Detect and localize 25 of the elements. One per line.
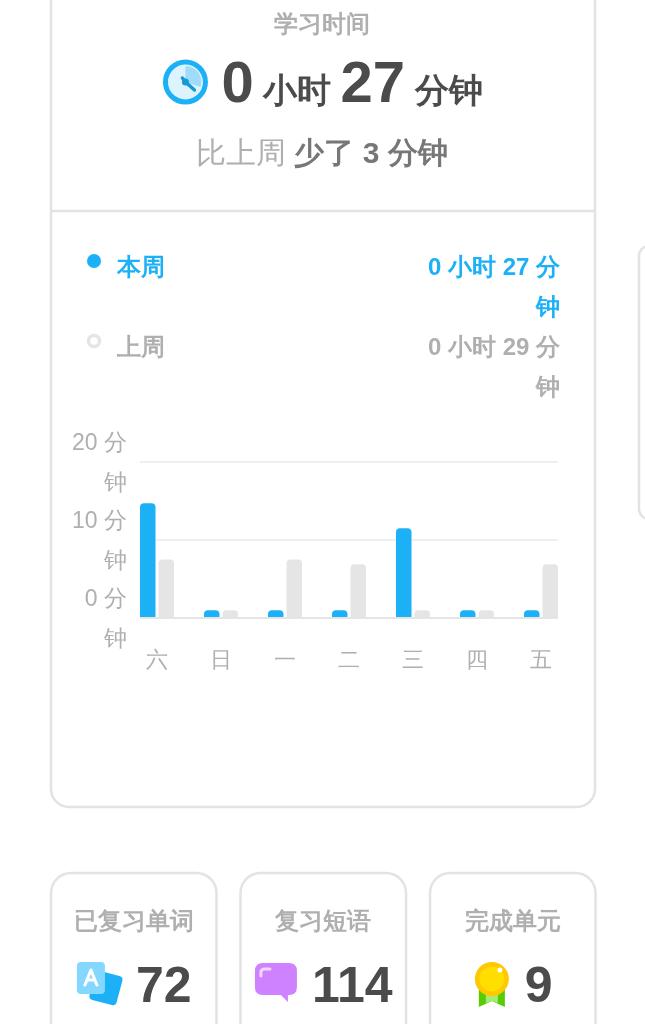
y-tick-label: 0 分钟	[84, 585, 127, 651]
text: 比上周 少了 3 分钟	[196, 136, 448, 169]
x-tick-label: 三	[402, 647, 424, 672]
x-tick-label: 五	[530, 647, 552, 672]
x-tick-label: 六	[146, 647, 168, 672]
x-tick-label: 一	[274, 647, 296, 672]
text: 学习时间	[274, 10, 370, 37]
text: 0 小时 29 分钟	[427, 333, 561, 400]
text: 72	[135, 957, 192, 1013]
text: 复习短语	[274, 907, 372, 934]
bar	[396, 528, 412, 618]
x-tick-label: 四	[466, 647, 488, 672]
legend-label: 本周	[116, 253, 165, 280]
text: 114	[311, 957, 393, 1013]
bar	[140, 503, 156, 618]
y-tick-label: 10 分钟	[72, 507, 127, 573]
text: 完成单元	[464, 907, 561, 934]
y-tick-label: 20 分钟	[72, 429, 127, 495]
legend-label: 上周	[116, 333, 165, 360]
text: 0 小时 27 分钟	[221, 49, 483, 114]
x-tick-label: 日	[210, 647, 232, 672]
x-tick-label: 二	[338, 647, 360, 672]
text: 已复习单词	[73, 907, 194, 934]
text: 0 小时 27 分钟	[427, 253, 561, 320]
text: 9	[524, 957, 553, 1013]
